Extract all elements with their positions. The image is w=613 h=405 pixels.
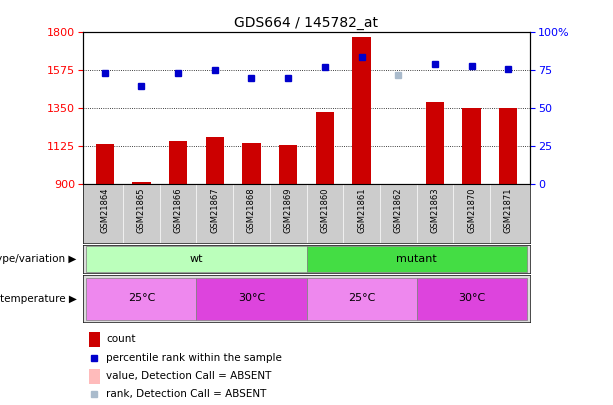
Bar	[89, 369, 100, 384]
Text: GSM21868: GSM21868	[247, 187, 256, 233]
Text: value, Detection Call = ABSENT: value, Detection Call = ABSENT	[106, 371, 272, 381]
Text: 30°C: 30°C	[458, 293, 485, 303]
Bar	[169, 141, 188, 184]
Bar	[425, 102, 444, 184]
Bar	[462, 108, 481, 184]
Text: mutant: mutant	[396, 254, 437, 264]
Bar	[316, 112, 334, 184]
Bar	[242, 143, 261, 184]
Text: genotype/variation ▶: genotype/variation ▶	[0, 254, 77, 264]
Bar	[306, 246, 527, 272]
Bar	[96, 144, 114, 184]
Text: temperature ▶: temperature ▶	[0, 294, 77, 304]
Text: rank, Detection Call = ABSENT: rank, Detection Call = ABSENT	[106, 389, 267, 399]
Text: 30°C: 30°C	[238, 293, 265, 303]
Bar	[196, 278, 306, 320]
Text: GSM21866: GSM21866	[173, 187, 183, 233]
Text: GSM21865: GSM21865	[137, 187, 146, 233]
Bar	[279, 145, 297, 184]
Text: 25°C: 25°C	[348, 293, 375, 303]
Text: GSM21861: GSM21861	[357, 187, 366, 233]
Bar	[499, 108, 517, 184]
Text: count: count	[106, 334, 135, 344]
Text: GSM21869: GSM21869	[284, 187, 292, 233]
Bar	[306, 278, 417, 320]
Title: GDS664 / 145782_at: GDS664 / 145782_at	[235, 16, 378, 30]
Bar	[389, 184, 408, 189]
Text: 25°C: 25°C	[128, 293, 155, 303]
Text: GSM21864: GSM21864	[101, 187, 109, 233]
Text: GSM21860: GSM21860	[321, 187, 329, 233]
Bar	[205, 137, 224, 184]
Bar	[417, 278, 527, 320]
Text: GSM21867: GSM21867	[210, 187, 219, 233]
Text: GSM21871: GSM21871	[504, 187, 512, 233]
Text: GSM21862: GSM21862	[394, 187, 403, 233]
Text: wt: wt	[189, 254, 204, 264]
Bar	[89, 333, 100, 347]
Text: GSM21870: GSM21870	[467, 187, 476, 233]
Bar	[352, 36, 371, 184]
Text: percentile rank within the sample: percentile rank within the sample	[106, 353, 282, 362]
Text: GSM21863: GSM21863	[430, 187, 440, 233]
Bar	[86, 246, 306, 272]
Bar	[86, 278, 196, 320]
Bar	[132, 182, 151, 184]
